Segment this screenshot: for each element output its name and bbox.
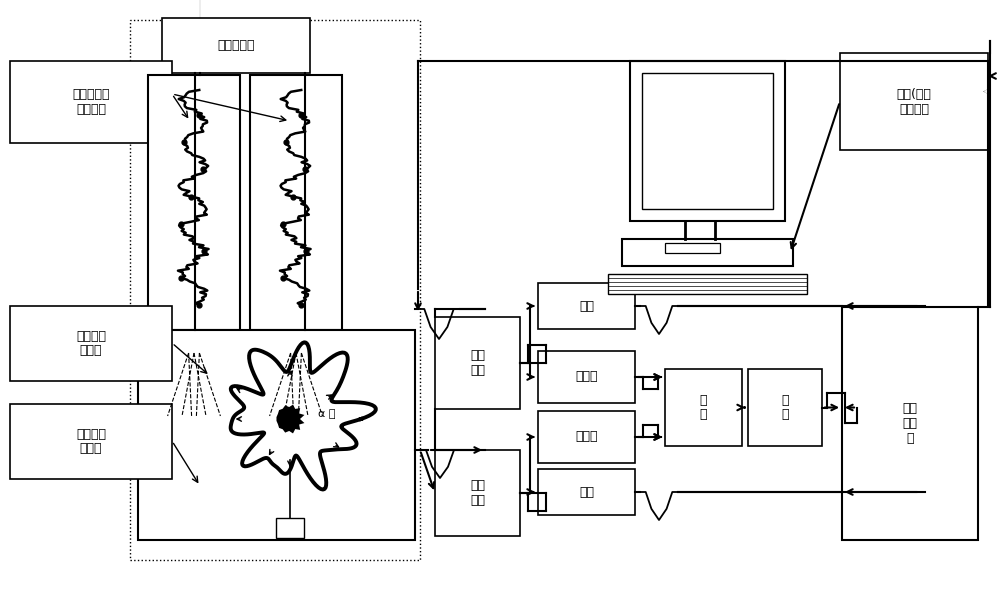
Bar bbox=[435, 317, 520, 409]
Bar bbox=[622, 239, 793, 266]
Bar bbox=[138, 330, 415, 540]
Text: 延迟: 延迟 bbox=[579, 485, 594, 498]
Bar bbox=[538, 469, 635, 515]
Bar bbox=[10, 404, 172, 479]
Bar bbox=[148, 75, 240, 330]
Bar bbox=[538, 411, 635, 463]
Bar bbox=[154, 330, 166, 353]
Bar bbox=[630, 61, 785, 221]
Text: 触
发: 触 发 bbox=[781, 394, 789, 421]
Bar bbox=[608, 274, 807, 294]
Bar bbox=[642, 73, 773, 209]
Bar bbox=[310, 330, 322, 353]
Text: 电脑(含微
控制器）: 电脑(含微 控制器） bbox=[897, 87, 931, 115]
Bar bbox=[130, 20, 420, 560]
Text: α 源: α 源 bbox=[318, 409, 336, 419]
Bar bbox=[256, 330, 268, 353]
Bar bbox=[276, 518, 304, 538]
Bar bbox=[292, 330, 304, 353]
Bar bbox=[208, 330, 220, 353]
Text: 高电压模块: 高电压模块 bbox=[217, 39, 255, 52]
Bar bbox=[538, 283, 635, 329]
Bar bbox=[172, 330, 184, 353]
Bar bbox=[842, 307, 978, 540]
Text: 紫外反射
平面镜: 紫外反射 平面镜 bbox=[76, 330, 106, 358]
Bar bbox=[190, 330, 202, 353]
Bar bbox=[665, 243, 720, 253]
Text: 紫外敏感光
申倍增管: 紫外敏感光 申倍增管 bbox=[72, 88, 110, 116]
Text: 扇入
扇出: 扇入 扇出 bbox=[470, 349, 485, 377]
Text: 多道
分析
器: 多道 分析 器 bbox=[902, 402, 918, 445]
Bar bbox=[10, 306, 172, 381]
Text: 甄别器: 甄别器 bbox=[575, 430, 598, 443]
Polygon shape bbox=[276, 405, 304, 433]
Text: 符
合: 符 合 bbox=[700, 394, 707, 421]
Bar bbox=[435, 450, 520, 536]
Text: 甄别器: 甄别器 bbox=[575, 371, 598, 384]
Bar bbox=[10, 61, 172, 143]
Bar bbox=[665, 369, 742, 446]
Bar bbox=[840, 53, 988, 150]
Text: 紫外反射
凹面镜: 紫外反射 凹面镜 bbox=[76, 427, 106, 456]
Text: 延迟: 延迟 bbox=[579, 300, 594, 313]
Bar bbox=[538, 351, 635, 403]
Bar bbox=[748, 369, 822, 446]
Bar bbox=[274, 330, 286, 353]
Bar bbox=[250, 75, 342, 330]
Bar bbox=[162, 18, 310, 73]
Text: 扇入
扇出: 扇入 扇出 bbox=[470, 479, 485, 507]
